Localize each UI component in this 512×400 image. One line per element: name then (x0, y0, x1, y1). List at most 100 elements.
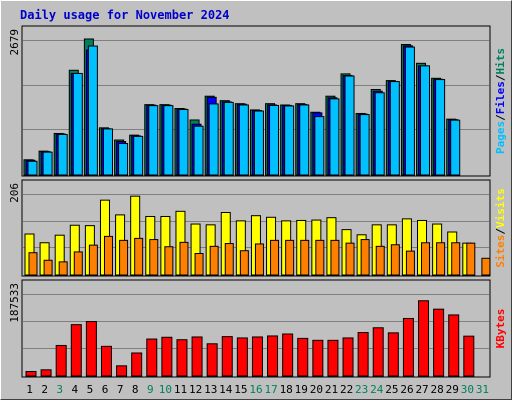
kbytes-bar (161, 336, 173, 377)
pages-bar (208, 103, 219, 176)
pages-bar (253, 110, 264, 176)
pages-bar (193, 125, 204, 176)
kbytes-bar (402, 317, 414, 377)
kbytes-bar (463, 335, 475, 377)
pages-bar (163, 105, 174, 176)
kbytes-bar (25, 370, 37, 377)
day-label: 31 (476, 383, 489, 396)
pages-bar (238, 104, 249, 176)
sites-bar (149, 239, 159, 276)
sites-bar (421, 242, 431, 276)
kbytes-bar (116, 365, 128, 377)
pages-bar (102, 128, 113, 176)
pages-bar (178, 109, 189, 176)
y-max-label: 187533 (8, 283, 21, 323)
chart-title: Daily usage for November 2024 (20, 8, 230, 22)
sites-bar (436, 242, 446, 276)
pages-bar (87, 45, 98, 176)
day-label: 5 (87, 383, 94, 396)
kbytes-bar (387, 332, 399, 377)
pages-bar (284, 105, 295, 176)
day-label: 25 (385, 383, 398, 396)
day-label: 14 (219, 383, 233, 396)
sites-bar (164, 246, 174, 276)
day-label: 15 (234, 383, 247, 396)
kbytes-bar (40, 369, 52, 377)
pages-bar (359, 114, 370, 176)
pages-bar (72, 72, 83, 176)
pages-bar (374, 92, 385, 176)
sites-bar (375, 245, 385, 276)
pages-bar (118, 143, 129, 176)
day-label: 13 (204, 383, 217, 396)
legend-sites-visits-part: / (494, 228, 507, 235)
kbytes-bar (418, 300, 430, 377)
sites-bar (254, 243, 264, 276)
legend-pages-files-hits-part: / (494, 74, 507, 81)
sites-bar (58, 261, 68, 276)
sites-bar (103, 235, 113, 276)
sites-bar (285, 239, 295, 276)
day-label: 16 (249, 383, 262, 396)
sites-bar (390, 244, 400, 276)
kbytes-bar (131, 352, 143, 377)
sites-bar (360, 239, 370, 276)
day-label: 11 (174, 383, 187, 396)
pages-bar (389, 81, 400, 176)
sites-bar (43, 259, 53, 276)
legend-kbytes-part: KBytes (494, 309, 507, 349)
day-label: 10 (159, 383, 172, 396)
pages-bar (450, 119, 461, 176)
sites-bar (179, 241, 189, 276)
pages-bar (435, 79, 446, 176)
kbytes-bar (191, 336, 203, 377)
pages-bar (420, 65, 431, 176)
y-max-label: 206 (8, 183, 21, 203)
kbytes-bar (342, 337, 354, 377)
day-label: 26 (400, 383, 413, 396)
day-label: 21 (325, 383, 338, 396)
day-label: 7 (117, 383, 124, 396)
day-label: 30 (461, 383, 474, 396)
legend-pages-files-hits: Pages/Files/Hits (494, 48, 507, 154)
legend-pages-files-hits-part: Files (494, 81, 507, 114)
day-label: 17 (264, 383, 277, 396)
day-label: 2 (41, 383, 48, 396)
sites-bar (315, 239, 325, 276)
kbytes-bar (85, 321, 97, 377)
day-label: 28 (431, 383, 444, 396)
kbytes-bar (100, 345, 112, 377)
pages-bar (148, 105, 159, 176)
day-label: 6 (102, 383, 109, 396)
pages-bar (42, 151, 53, 176)
day-label: 29 (446, 383, 459, 396)
kbytes-bar (146, 338, 158, 377)
sites-bar (466, 242, 476, 276)
sites-bar (300, 239, 310, 276)
kbytes-bar (297, 337, 309, 377)
day-label: 4 (72, 383, 79, 396)
pages-bar (344, 75, 355, 176)
kbytes-bar (433, 308, 445, 377)
kbytes-bar (206, 343, 218, 377)
sites-bar (270, 239, 280, 276)
sites-bar (28, 252, 38, 276)
sites-bar (224, 243, 234, 276)
legend-sites-visits-part: Sites (494, 235, 507, 268)
sites-bar (405, 250, 415, 276)
kbytes-bar (312, 339, 324, 377)
pages-bar (329, 98, 340, 176)
day-label: 27 (415, 383, 428, 396)
day-label: 23 (355, 383, 368, 396)
legend-kbytes: KBytes (494, 309, 507, 349)
sites-bar (134, 237, 144, 276)
kbytes-bar (448, 314, 460, 377)
day-label: 19 (295, 383, 308, 396)
kbytes-bar (372, 327, 384, 377)
sites-bar (119, 239, 129, 276)
day-label: 22 (340, 383, 353, 396)
pages-bar (223, 101, 234, 176)
day-label: 20 (310, 383, 323, 396)
day-label: 8 (132, 383, 139, 396)
